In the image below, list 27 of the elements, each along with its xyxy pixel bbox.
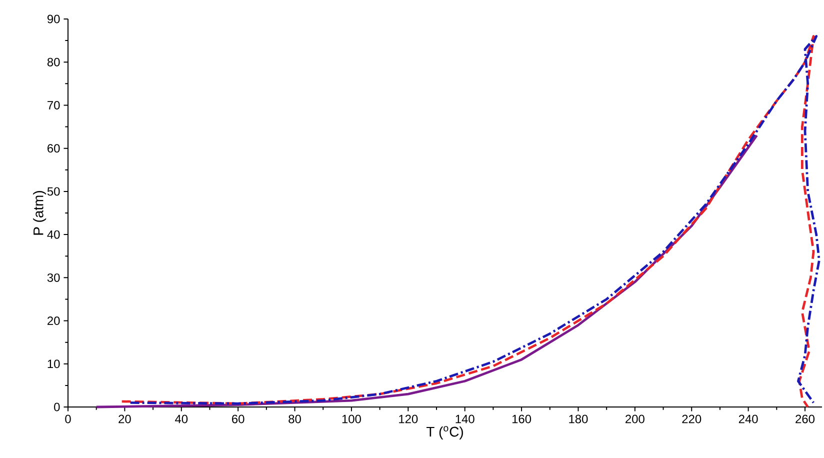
y-tick-label: 10 — [48, 360, 60, 368]
x-tick-label: 180 — [569, 414, 588, 424]
y-tick-label: 70 — [48, 100, 60, 110]
y-tick-label: 40 — [47, 230, 60, 239]
y-tick-label: 90 — [47, 14, 60, 24]
x-tick-label: 160 — [512, 414, 532, 424]
x-tick-label: 0 — [65, 414, 71, 424]
x-tick-label: 80 — [288, 414, 301, 424]
x-tick-label: 240 — [738, 414, 758, 424]
y-tick-label: 30 — [47, 273, 60, 282]
y-tick-label: 50 — [47, 187, 60, 196]
x-tick-label: 260 — [796, 414, 815, 424]
y-tick-label: 20 — [48, 316, 60, 325]
x-tick-label: 20 — [118, 414, 131, 424]
x-tick-label: 200 — [626, 414, 644, 424]
y-tick-label: 0 — [54, 402, 60, 412]
y-tick-label: 80 — [47, 58, 60, 66]
x-tick-label: 220 — [682, 414, 702, 424]
x-axis-title: T ($^{o}$C) — [426, 426, 463, 440]
x-tick-label: 40 — [175, 414, 188, 424]
x-tick-label: 60 — [232, 414, 244, 424]
x-tick-label: 140 — [456, 414, 474, 424]
line-series — [95, 134, 758, 408]
y-axis-title: P (atm) — [33, 191, 46, 235]
x-tick-label: 120 — [399, 414, 418, 424]
y-tick-label: 60 — [48, 144, 60, 153]
x-tick-label: 100 — [342, 414, 361, 424]
